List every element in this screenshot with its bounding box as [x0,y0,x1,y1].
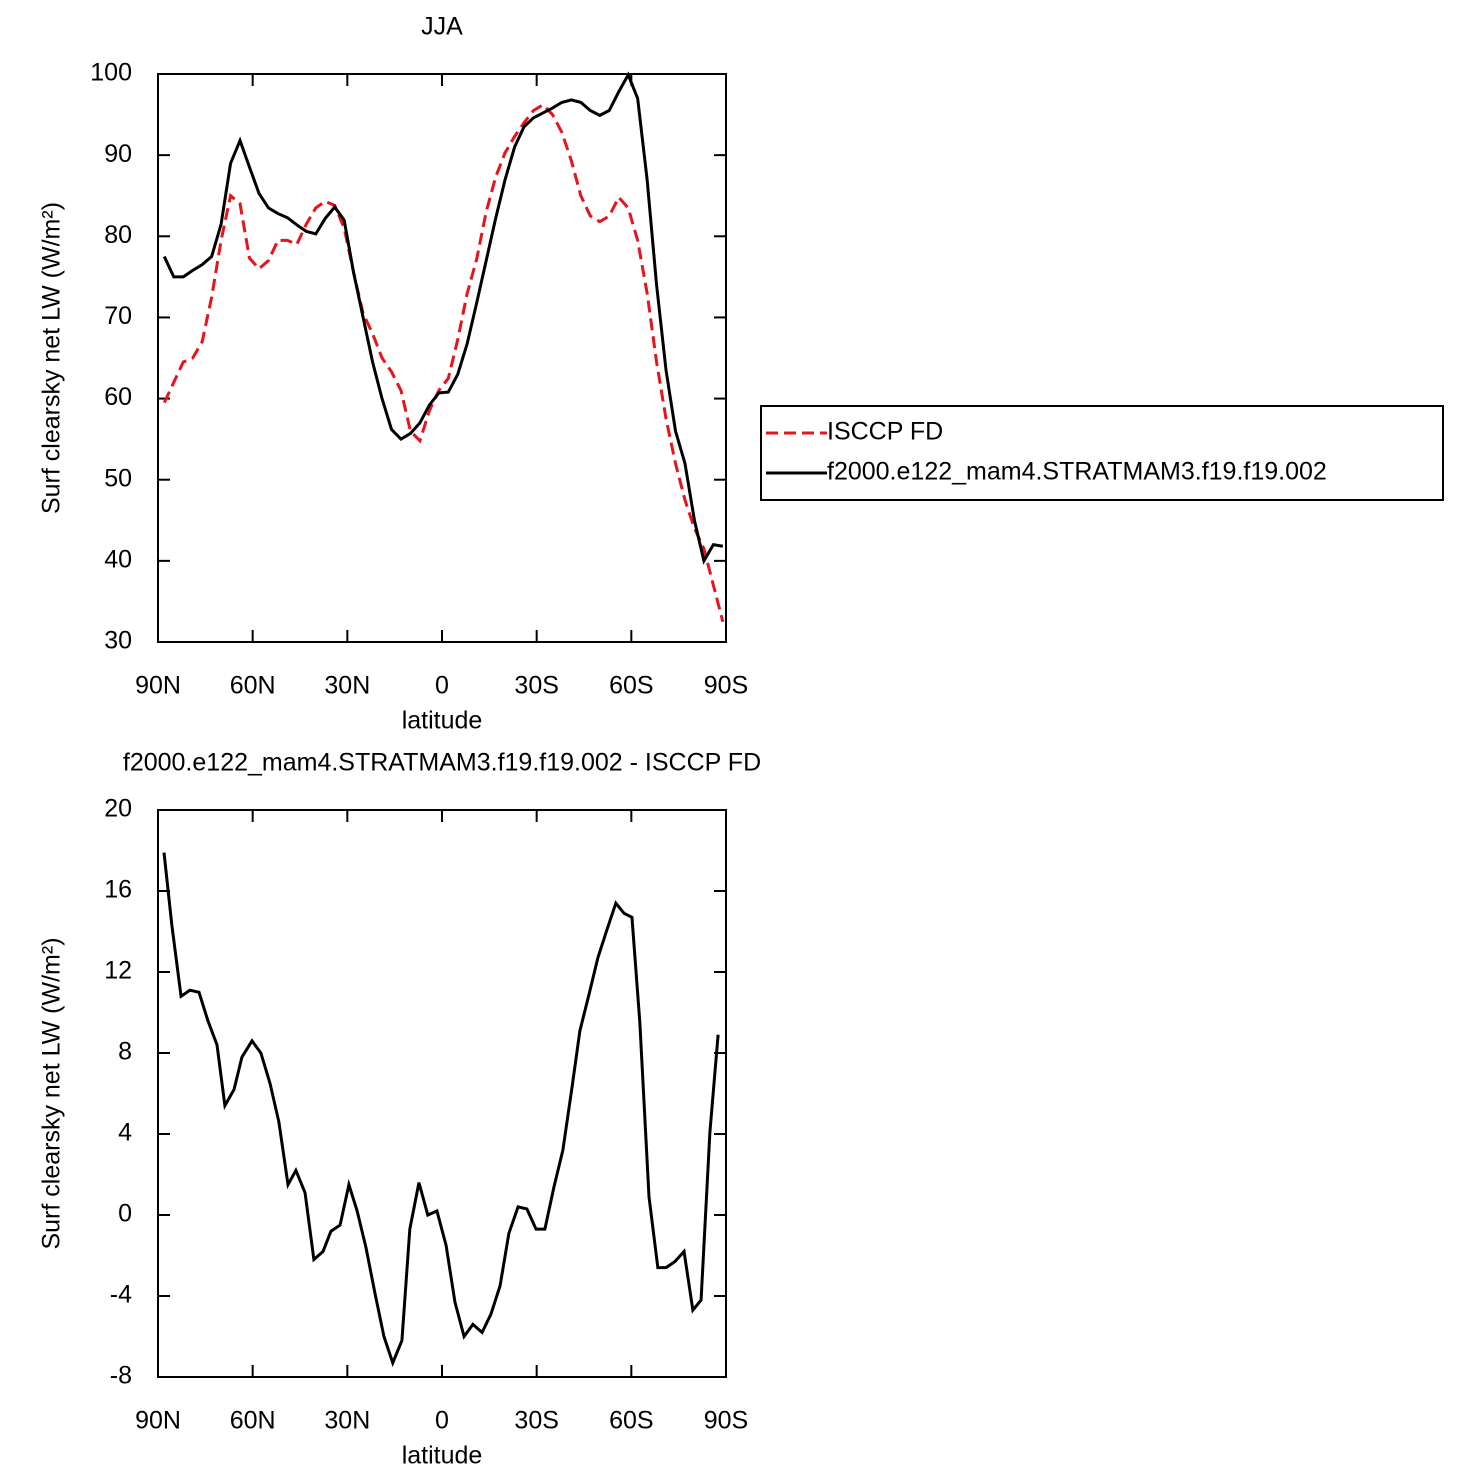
x-tick-label: 30N [324,1407,370,1435]
y-tick-label: 16 [104,876,132,904]
y-tick-label: 50 [104,464,132,492]
y-tick-label: 8 [118,1038,132,1066]
x-tick-label: 90S [704,672,748,700]
x-axis-label: latitude [402,707,483,735]
y-tick-label: 12 [104,957,132,985]
y-tick-label: 100 [90,59,132,87]
y-tick-label: 90 [104,140,132,168]
y-tick-label: 30 [104,627,132,655]
data-line [162,852,720,1368]
y-tick-label: 20 [104,795,132,823]
x-tick-label: 0 [435,672,449,700]
x-tick-label: 90N [135,672,181,700]
x-tick-label: 60S [609,1407,653,1435]
y-tick-label: -4 [110,1281,132,1309]
x-axis-label: latitude [402,1442,483,1470]
y-axis-label: Surf clearsky net LW (W/m²) [38,202,66,514]
chart-title: JJA [421,13,463,41]
x-tick-label: 90S [704,1407,748,1435]
plot-frame [157,809,727,1378]
y-tick-label: 40 [104,545,132,573]
y-tick-label: 0 [118,1200,132,1228]
x-tick-label: 30S [514,1407,558,1435]
y-axis-label: Surf clearsky net LW (W/m²) [38,937,66,1249]
x-tick-label: 90N [135,1407,181,1435]
x-tick-label: 60N [230,672,276,700]
y-tick-label: 80 [104,221,132,249]
legend-label: f2000.e122_mam4.STRATMAM3.f19.f19.002 [827,458,1327,486]
y-tick-label: 70 [104,302,132,330]
y-tick-label: 4 [118,1119,132,1147]
data-line [162,102,725,623]
x-tick-label: 30N [324,672,370,700]
x-tick-label: 60N [230,1407,276,1435]
x-tick-label: 60S [609,672,653,700]
x-tick-label: 0 [435,1407,449,1435]
x-tick-label: 30S [514,672,558,700]
legend-box [760,405,1444,501]
legend-label: ISCCP FD [827,418,943,446]
data-line [162,71,724,565]
plot-frame [157,73,727,643]
y-tick-label: 60 [104,383,132,411]
chart-title: f2000.e122_mam4.STRATMAM3.f19.f19.002 - … [123,749,761,777]
y-tick-label: -8 [110,1362,132,1390]
